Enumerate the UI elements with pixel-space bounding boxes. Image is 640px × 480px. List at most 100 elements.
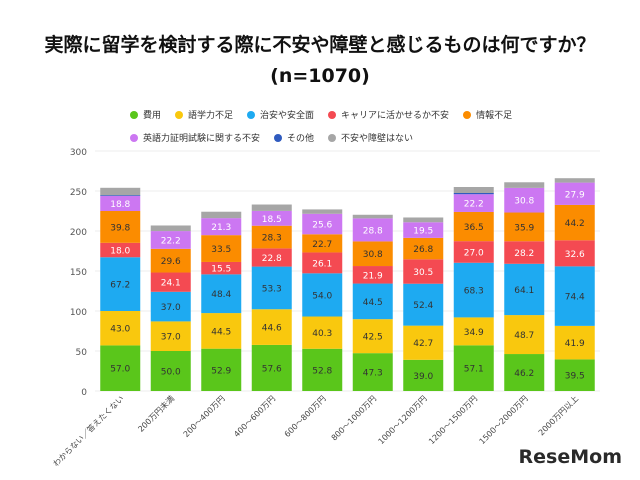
bar-segment [352,283,393,320]
data-label: 57.1 [464,365,484,375]
bar-segment [251,248,292,267]
data-label: 28.3 [262,234,282,244]
legend-item: 不安や障壁はない [328,131,413,144]
data-label: 22.2 [464,200,484,210]
bar-segment [554,266,595,326]
data-label: 22.8 [262,254,282,264]
legend-marker [130,133,138,142]
data-label: 22.2 [161,236,181,246]
legend-label: キャリアに活かせるか不安 [341,111,450,121]
data-label: 24.1 [161,279,181,289]
bar-segment [201,274,242,314]
data-label: 19.5 [413,227,433,237]
bar-segment [453,211,494,242]
data-label: 28.8 [363,226,383,236]
data-label: 67.2 [110,281,130,291]
data-label: 43.0 [110,325,130,335]
data-label: 27.9 [565,190,585,200]
bar-segment [352,218,393,242]
data-label: 39.0 [413,372,433,382]
data-label: 57.0 [110,365,130,375]
bar-segment [150,225,191,232]
y-tick-label: 300 [70,148,87,158]
legend: 費用 語学力不足 治安や安全面 キャリアに活かせるか不安 情報不足 英語力証明試験に関する… [130,108,550,154]
bar-segment [403,222,444,238]
x-tick-label: 800～1000万円 [330,394,379,443]
bar-segment [403,259,444,284]
y-tick-label: 250 [70,188,87,198]
data-label: 29.6 [161,257,181,267]
legend-marker [247,110,256,119]
data-label: 26.8 [413,245,433,255]
bar-segment [100,211,141,243]
bar-segment [302,234,343,253]
data-label: 47.3 [363,369,383,379]
data-label: 41.9 [565,339,585,349]
bar-segment [453,345,494,391]
data-label: 46.2 [514,369,534,379]
bar-segment [150,248,191,273]
bar-segment [201,218,242,236]
bar-segment [201,348,242,391]
data-label: 52.4 [413,301,433,311]
x-tick-label: 600～800万円 [283,394,328,439]
bar-segment [100,242,141,258]
data-label: 37.0 [161,303,181,313]
x-tick-label: 400～600万円 [232,394,277,439]
title-line-2: (n=1070) [270,65,370,87]
data-label: 68.3 [464,287,484,297]
bar-segment [251,309,292,345]
data-label: 57.6 [262,364,282,374]
x-tick-label: 200～400万円 [182,394,227,439]
legend-item: 情報不足 [463,108,512,121]
bar-segment [150,291,191,322]
data-label: 39.5 [565,372,585,382]
bar-segment [403,237,444,260]
data-label: 50.0 [161,368,181,378]
data-label: 34.9 [464,328,484,338]
y-tick-label: 150 [70,268,87,278]
data-label: 33.5 [211,245,231,255]
data-label: 36.5 [464,223,484,233]
bar-segment [251,204,292,211]
data-label: 27.0 [464,248,484,258]
data-label: 18.5 [262,215,282,225]
bar-segment [302,348,343,391]
data-label: 48.7 [514,331,534,341]
bar-segment [100,195,141,196]
bar-segment [403,283,444,326]
bar-segment [150,231,191,249]
bar-segment [504,315,545,355]
bar-segment [100,345,141,391]
bar-segment [251,266,292,310]
bar-segment [201,211,242,219]
bar-segment [302,209,343,214]
x-tick-label: 1200～1500万円 [427,394,479,446]
bar-segment [201,313,242,349]
bar-segment [100,257,141,311]
bar-segment [504,187,545,213]
bar-segment [554,359,595,391]
y-tick-label: 50 [76,348,88,358]
legend-item: 語学力不足 [175,108,233,121]
data-label: 44.2 [565,219,585,229]
bar-segment [453,241,494,263]
bar-segment [302,252,343,274]
data-label: 44.5 [363,298,383,308]
bar-segment [150,321,191,351]
legend-item: キャリアに活かせるか不安 [328,108,449,121]
bar-segment [251,344,292,391]
x-tick-label: わからない／答えたくない [51,393,126,468]
data-label: 18.8 [110,200,130,210]
data-label: 30.8 [363,250,383,260]
bar-segment [352,241,393,267]
data-label: 44.5 [211,327,231,337]
bar-segment [453,262,494,318]
bar-segment [100,195,141,211]
data-label: 26.1 [312,259,332,269]
legend-marker [328,133,337,142]
chart-title: 実際に留学を検討する際に不安や障壁と感じるものは何ですか？ (n=1070) [0,30,640,92]
data-label: 52.8 [312,366,332,376]
legend-item: 治安や安全面 [247,108,314,121]
x-tick-label: 2000万円以上 [537,394,580,437]
